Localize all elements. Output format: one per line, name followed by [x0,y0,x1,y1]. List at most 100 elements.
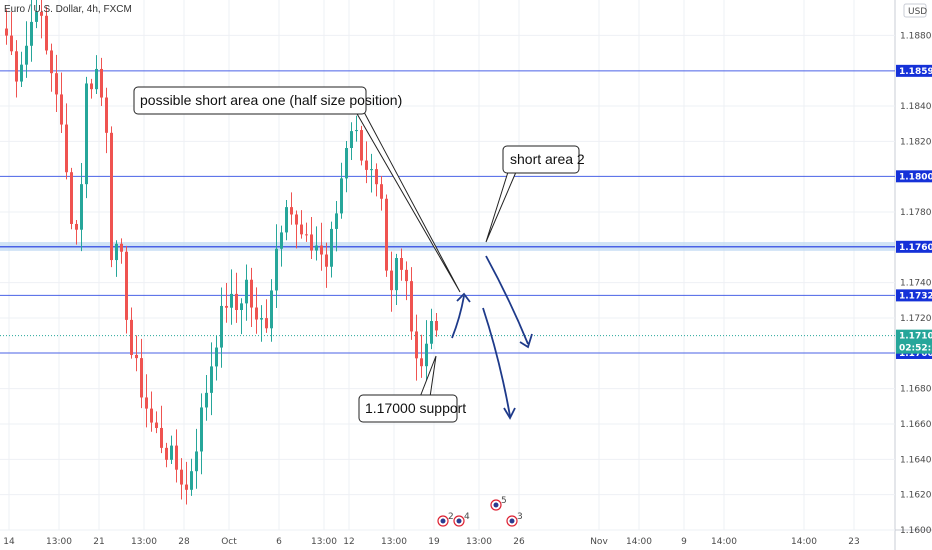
level-price-label: 1.18599 [899,67,932,77]
current-price-tag [896,329,932,354]
x-tick-label: 14:00 [791,537,817,547]
candle-body [200,407,203,452]
arrowhead-up [456,292,471,303]
price-level-labels: 1.18599 1.18002 1.17603 1.17328 1.17002 1.171… [896,64,932,359]
pointer-support [419,355,437,398]
economic-event-flag[interactable]: 3 [506,512,523,527]
candle-body [100,68,103,98]
symbol-title: Euro / U.S. Dollar, 4h, FXCM [4,4,132,15]
candle-body [310,234,313,251]
x-tick-label: 14:00 [711,537,737,547]
candle-body [125,251,128,320]
annotation-short-area-2-text: short area 2 [510,151,585,167]
x-tick-label: 13:00 [466,537,492,547]
level-price-tag [896,289,932,302]
callout-box [502,145,580,174]
candle-body [20,64,23,82]
candle-body [5,28,8,36]
callout-short-area-2[interactable]: short area 2 [502,145,585,174]
candle-body [325,254,328,267]
candle-body [270,290,273,329]
event-markers: 2 4 53 [437,496,523,527]
event-flag-center [456,518,462,524]
candle-body [215,347,218,367]
candle-body [255,307,258,320]
candle-body [260,318,263,320]
candle-body [90,83,93,90]
candle-body [275,248,278,291]
level-price-tag [896,170,932,183]
candle-body [345,148,348,179]
candle-body [30,21,33,46]
callout-short-area-one[interactable]: possible short area one (half size posit… [133,86,402,115]
candle-body [430,321,433,344]
candle-body [395,258,398,291]
candle-body [340,178,343,214]
candle-body [205,392,208,408]
currency-badge-text: USD [908,7,927,17]
candle-body [360,130,363,161]
candle-body [285,207,288,233]
candle-body [45,15,48,51]
candle-body [165,447,168,460]
candle-body [300,224,303,235]
callout-support[interactable]: 1.17000 support [358,394,466,423]
candle-body [400,258,403,270]
candle-body [10,35,13,52]
arrowhead-down-long [503,407,516,420]
x-tick-label: Oct [221,537,237,547]
candle-body [385,198,388,271]
callout-pointers [355,111,517,398]
candle-body [160,427,163,448]
x-tick-label: 14:00 [626,537,652,547]
candle-body [250,279,253,308]
candle-body [80,184,83,230]
candle-body [380,184,383,199]
economic-event-flag[interactable]: 4 [453,512,470,527]
currency-badge[interactable]: USD [903,3,927,18]
time-axis-ticks: 14 13:00 21 13:00 28 Oct 6 13:00 12 13:00 19 13:00 2… [3,537,859,547]
candle-body [315,245,318,251]
candle-body [245,279,248,304]
candle-body [140,358,143,398]
annotation-support-text: 1.17000 support [365,400,466,416]
candle-body [50,50,53,74]
candle-body [350,131,353,149]
y-tick-label: 1.16800 [900,385,932,395]
pointer-short-area-2 [485,171,517,243]
candle-body [435,321,438,331]
economic-event-flag[interactable]: 2 [437,512,454,527]
candle-body [375,169,378,185]
candle-body [150,408,153,423]
candle-body [75,223,78,230]
candle-body [295,214,298,225]
candle-body [95,68,98,90]
candle-body [230,293,233,308]
candle-body [155,422,158,428]
candle-body [370,169,373,171]
level-price-label: 1.17002 [899,349,932,359]
annotation-short-area-one-text: possible short area one (half size posit… [140,92,402,108]
y-tick-label: 1.16000 [900,526,932,536]
candle-body [320,245,323,255]
candle-body [70,172,73,224]
level-price-label: 1.17328 [899,291,932,301]
y-tick-label: 1.16600 [900,420,932,430]
y-tick-label: 1.18800 [900,31,932,41]
x-tick-label: 26 [513,537,525,547]
y-tick-label: 1.17400 [900,279,932,289]
x-tick-label: 13:00 [311,537,337,547]
price-axis-ticks: 1.18800 1.18400 1.18200 1.17800 1.17400 1.172… [900,31,932,536]
event-count-label: 2 [448,512,454,522]
economic-event-flag[interactable]: 5 [490,496,507,511]
pointer-short-area-one [355,111,461,293]
event-flag-center [440,518,446,524]
event-flag-center [493,502,499,508]
candle-body [60,94,63,125]
candle-body [170,445,173,460]
event-count-label: 3 [517,512,523,522]
candle-body [175,445,178,470]
